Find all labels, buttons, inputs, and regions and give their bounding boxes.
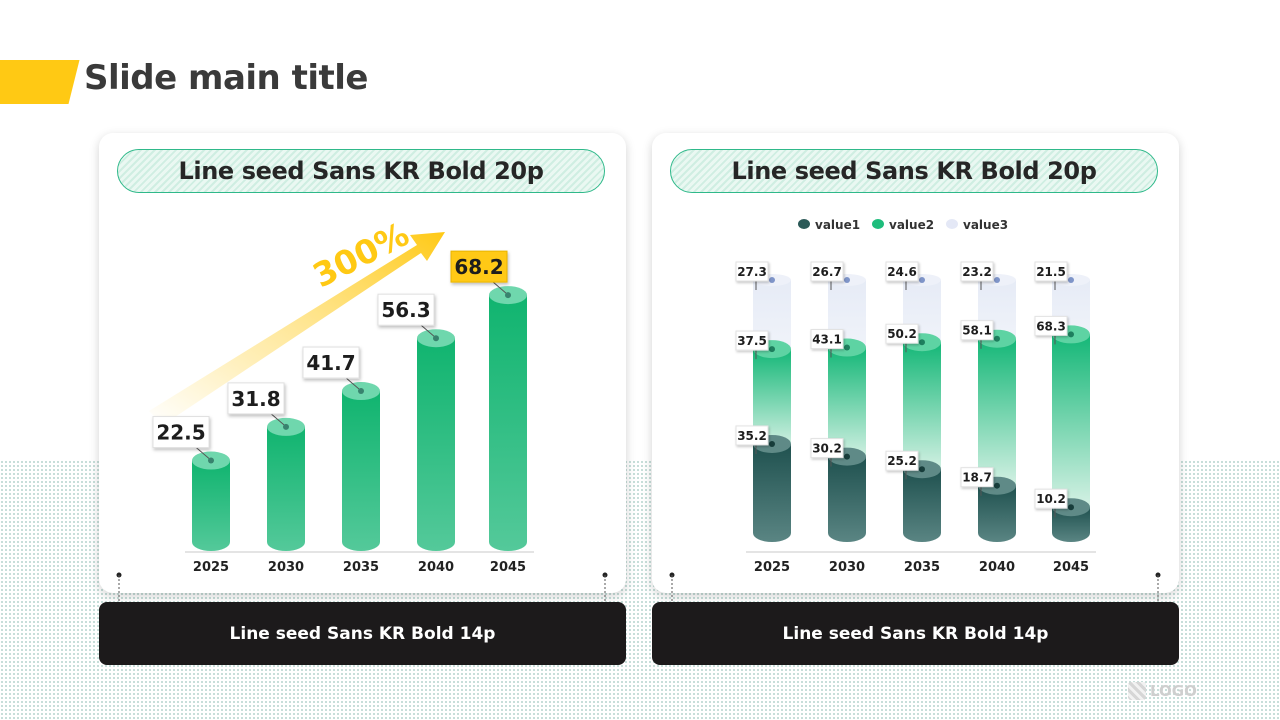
bar-2040 <box>417 329 455 551</box>
logo: LOGO <box>1128 682 1197 700</box>
legend-marker-value1 <box>798 219 810 229</box>
value-label-2030: 31.8 <box>227 382 285 426</box>
x-tick-label: 2025 <box>193 560 229 575</box>
left-chart-card: Line seed Sans KR Bold 20p 300% 22.5 2025 3… <box>99 133 626 601</box>
left-caption: Line seed Sans KR Bold 14p <box>99 602 626 665</box>
data-label: 37.5 <box>737 334 767 348</box>
data-label: 68.3 <box>1036 319 1066 333</box>
value2-label-2040: 58.1 <box>960 320 994 349</box>
data-label: 21.5 <box>1036 265 1066 279</box>
bar-2030 <box>267 417 305 551</box>
svg-text:31.8: 31.8 <box>231 387 280 411</box>
stack-2035 <box>903 274 941 542</box>
x-tick-label: 2030 <box>829 560 865 575</box>
svg-text:41.7: 41.7 <box>306 351 355 375</box>
legend-label-value2: value2 <box>889 218 934 232</box>
data-label: 26.7 <box>812 265 842 279</box>
growth-arrow <box>149 232 445 425</box>
value3-label-2025: 27.3 <box>735 261 769 290</box>
segment-value1 <box>828 456 866 542</box>
right-chart-card: Line seed Sans KR Bold 20p value1 value2 v… <box>652 133 1179 601</box>
logo-icon <box>1128 682 1146 700</box>
svg-text:56.3: 56.3 <box>381 298 430 322</box>
legend-marker-value2 <box>872 219 884 229</box>
legend-label-value1: value1 <box>815 218 860 232</box>
slide-title: Slide main title <box>84 58 368 98</box>
title-accent-bar <box>0 60 80 104</box>
value2-label-2035: 50.2 <box>885 323 919 353</box>
left-bar-chart: 300%22.5202531.8203041.7203556.3204068.2… <box>116 214 608 601</box>
value2-label-2045: 68.3 <box>1034 315 1068 345</box>
bar-2035 <box>342 382 380 551</box>
svg-text:68.2: 68.2 <box>454 255 503 279</box>
data-label: 10.2 <box>1036 492 1066 506</box>
x-tick-label: 2030 <box>268 560 304 575</box>
value-label-2045: 68.2 <box>450 250 508 294</box>
segment-value1 <box>903 469 941 542</box>
data-label: 18.7 <box>962 471 992 485</box>
value1-label-2030: 30.2 <box>810 438 844 467</box>
data-label: 43.1 <box>812 333 842 347</box>
segment-value2 <box>1052 334 1090 517</box>
data-label: 27.3 <box>737 265 767 279</box>
value-label-2035: 41.7 <box>302 346 360 390</box>
value-label-2040: 56.3 <box>377 293 435 337</box>
logo-text: LOGO <box>1150 682 1197 700</box>
x-tick-label: 2040 <box>418 560 454 575</box>
value3-label-2040: 23.2 <box>960 261 994 290</box>
value1-label-2035: 25.2 <box>885 450 919 480</box>
x-tick-label: 2045 <box>490 560 526 575</box>
value3-label-2035: 24.6 <box>885 261 919 290</box>
value3-label-2030: 26.7 <box>810 261 844 290</box>
legend: value1 value2 value3 <box>798 218 1008 232</box>
data-label: 25.2 <box>887 454 917 468</box>
stack-2030 <box>828 274 866 542</box>
x-tick-label: 2045 <box>1053 560 1089 575</box>
value1-label-2025: 35.2 <box>735 425 769 454</box>
x-tick-label: 2035 <box>343 560 379 575</box>
bar-2045 <box>489 286 527 551</box>
segment-value1 <box>978 485 1016 542</box>
data-label: 23.2 <box>962 265 992 279</box>
left-card-heading: Line seed Sans KR Bold 20p <box>117 149 605 193</box>
right-card-heading: Line seed Sans KR Bold 20p <box>670 149 1158 193</box>
bar-2025 <box>192 451 230 551</box>
data-label: 30.2 <box>812 442 842 456</box>
stack-2040 <box>978 274 1016 542</box>
value2-label-2030: 43.1 <box>810 329 844 358</box>
data-label: 35.2 <box>737 429 767 443</box>
right-caption: Line seed Sans KR Bold 14p <box>652 602 1179 665</box>
right-stacked-chart: value1 value2 value3 27.3 37.5 35.2 2025 26.7 43… <box>669 218 1161 601</box>
legend-label-value3: value3 <box>963 218 1008 232</box>
value2-label-2025: 37.5 <box>735 330 769 360</box>
svg-text:22.5: 22.5 <box>156 421 205 445</box>
data-label: 50.2 <box>887 327 917 341</box>
data-label: 58.1 <box>962 324 992 338</box>
value3-label-2045: 21.5 <box>1034 261 1068 290</box>
data-label: 24.6 <box>887 265 917 279</box>
x-tick-label: 2040 <box>979 560 1015 575</box>
value1-label-2040: 18.7 <box>960 467 994 496</box>
value-label-2025: 22.5 <box>152 416 210 459</box>
segment-value1 <box>1052 507 1090 542</box>
legend-marker-value3 <box>946 219 958 229</box>
x-tick-label: 2035 <box>904 560 940 575</box>
x-tick-label: 2025 <box>754 560 790 575</box>
stack-2025 <box>753 274 791 542</box>
segment-value1 <box>753 443 791 542</box>
value1-label-2045: 10.2 <box>1034 488 1068 518</box>
